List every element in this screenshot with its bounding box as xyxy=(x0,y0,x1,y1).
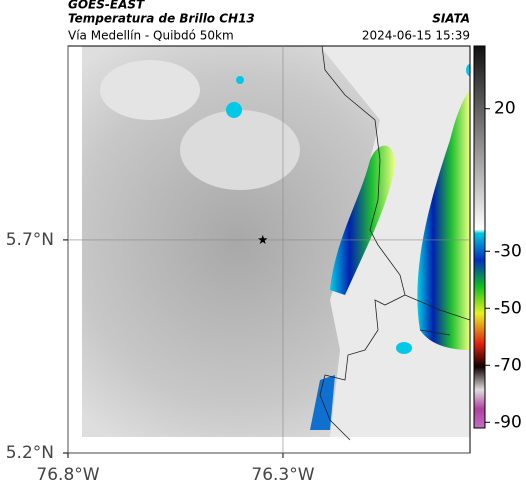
colorbar-tick-label: -90 xyxy=(494,412,522,432)
x-tick-label: 76.3°W xyxy=(251,465,314,485)
title: GOES-EAST xyxy=(68,0,145,12)
subtitle: Temperatura de Brillo CH13 xyxy=(68,12,255,26)
satellite-image xyxy=(68,46,470,453)
y-tick-label: 5.7°N xyxy=(6,230,54,250)
colorbar-tick-label: -30 xyxy=(494,241,522,261)
location: Vía Medellín - Quibdó 50km xyxy=(68,29,234,43)
colorbar-tick-label: 20 xyxy=(494,99,516,119)
y-tick-label: 5.2°N xyxy=(6,443,54,463)
location-marker xyxy=(258,234,268,244)
source: SIATA xyxy=(432,12,470,26)
colorbar xyxy=(473,45,486,429)
colorbar-tick-label: -70 xyxy=(494,355,522,375)
datetime: 2024-06-15 15:39 xyxy=(362,29,470,43)
x-tick-label: 76.8°W xyxy=(36,465,99,485)
colorbar-tick-label: -50 xyxy=(494,298,522,318)
